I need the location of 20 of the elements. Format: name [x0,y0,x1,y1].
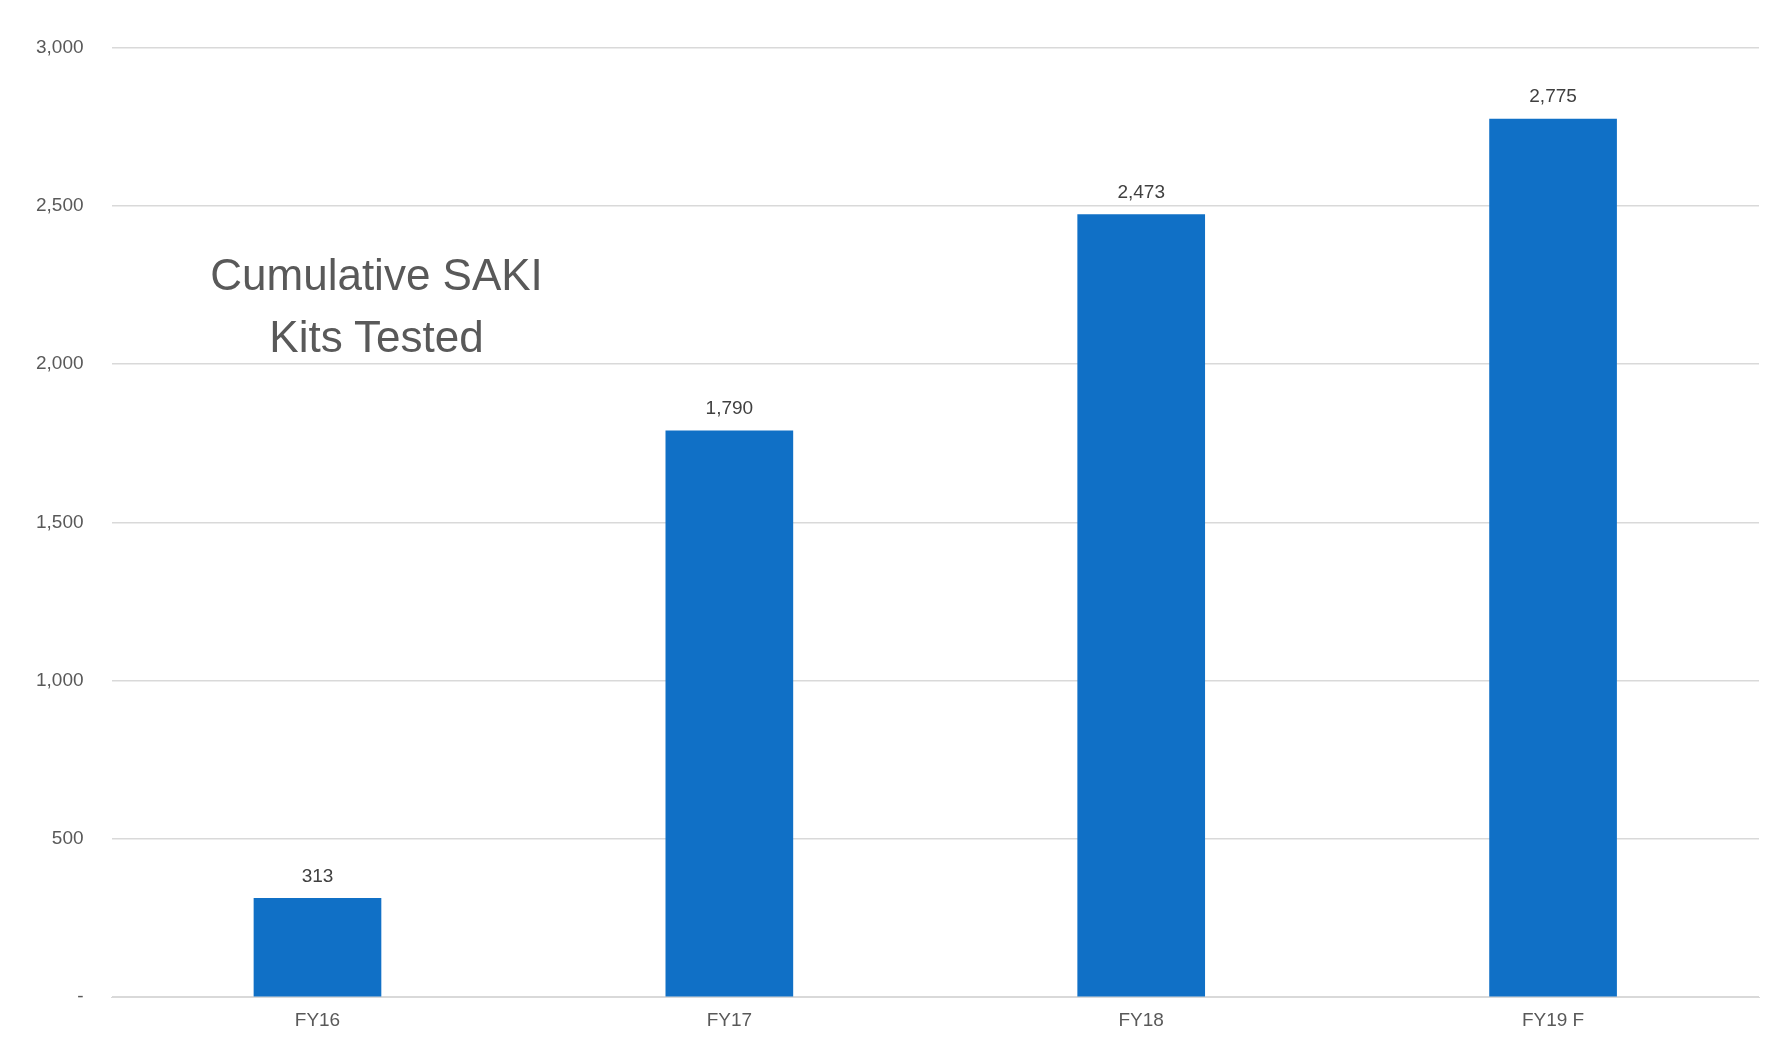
y-tick-label: 1,500 [36,510,84,532]
y-tick-label: - [77,985,84,1007]
data-label: 2,473 [1117,180,1165,202]
bar [1077,214,1206,997]
y-tick-label: 500 [51,827,84,849]
y-tick-label: 2,000 [36,352,84,374]
y-tick-label: 1,000 [36,668,84,690]
x-tick-label: FY17 [706,1008,753,1030]
bar [1489,118,1617,997]
x-tick-label: FY16 [294,1008,341,1030]
text: Cumulative SAKI Kits Tested [210,249,543,361]
data-label: 2,775 [1529,85,1577,107]
x-tick-label: FY18 [1118,1008,1164,1030]
bar [253,898,382,997]
data-label: 1,790 [705,397,754,419]
data-label: 313 [301,864,334,886]
x-tick-label: FY19 F [1521,1008,1585,1030]
y-tick-label: 3,000 [36,35,84,57]
bar [665,430,794,997]
y-tick-label: 2,500 [36,193,84,215]
